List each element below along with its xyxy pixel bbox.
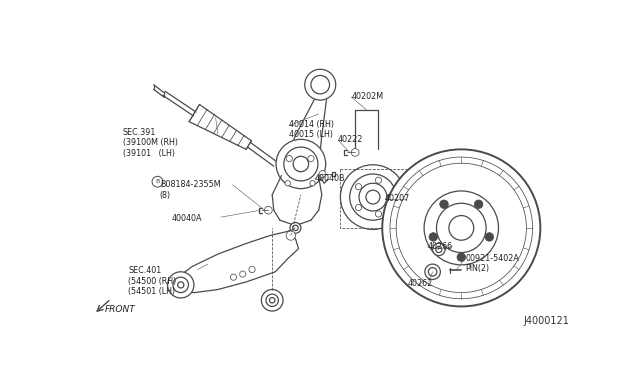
Circle shape <box>440 200 448 208</box>
Text: 40040B: 40040B <box>315 174 346 183</box>
Circle shape <box>340 165 406 230</box>
Circle shape <box>292 225 298 231</box>
Circle shape <box>349 174 396 220</box>
Circle shape <box>173 277 189 293</box>
Circle shape <box>436 246 442 253</box>
Circle shape <box>308 155 314 162</box>
Circle shape <box>424 191 499 265</box>
Text: B08184-2355M
(8): B08184-2355M (8) <box>160 180 220 199</box>
Circle shape <box>375 177 381 183</box>
Text: 40014 (RH)
40015 (LH): 40014 (RH) 40015 (LH) <box>289 120 334 140</box>
Circle shape <box>375 211 381 217</box>
Circle shape <box>388 194 394 200</box>
Circle shape <box>366 190 380 204</box>
Text: 00921-5402A
PIN(2): 00921-5402A PIN(2) <box>465 254 519 273</box>
Circle shape <box>359 183 387 211</box>
Circle shape <box>310 180 316 186</box>
Circle shape <box>351 148 359 156</box>
Circle shape <box>286 155 292 162</box>
Circle shape <box>285 180 291 186</box>
Circle shape <box>390 157 532 299</box>
Text: J4000121: J4000121 <box>524 316 570 326</box>
Circle shape <box>429 233 438 241</box>
Circle shape <box>311 76 330 94</box>
Text: 40202M: 40202M <box>351 92 383 102</box>
Circle shape <box>355 184 362 190</box>
Circle shape <box>425 264 440 279</box>
Text: 40222: 40222 <box>338 135 364 144</box>
Text: 40266: 40266 <box>428 242 453 251</box>
Circle shape <box>428 267 437 276</box>
Circle shape <box>436 203 486 253</box>
Circle shape <box>457 253 465 262</box>
Circle shape <box>264 206 272 214</box>
Circle shape <box>152 176 163 187</box>
Circle shape <box>178 282 184 288</box>
Circle shape <box>305 69 336 100</box>
Circle shape <box>230 274 237 280</box>
Circle shape <box>269 298 275 303</box>
Circle shape <box>396 163 526 293</box>
Circle shape <box>290 222 301 233</box>
Circle shape <box>485 233 493 241</box>
Text: 40207: 40207 <box>385 194 410 203</box>
Circle shape <box>249 266 255 273</box>
Circle shape <box>433 243 445 256</box>
Circle shape <box>355 205 362 211</box>
Circle shape <box>293 156 308 172</box>
Circle shape <box>261 289 283 311</box>
Text: SEC.391
(39100M (RH)
(39101   (LH): SEC.391 (39100M (RH) (39101 (LH) <box>123 128 178 158</box>
Circle shape <box>266 294 278 307</box>
Circle shape <box>382 150 540 307</box>
Text: 40040A: 40040A <box>172 214 202 223</box>
Text: FRONT: FRONT <box>105 305 136 314</box>
Circle shape <box>474 200 483 208</box>
Circle shape <box>168 272 194 298</box>
Circle shape <box>449 216 474 240</box>
Circle shape <box>286 231 296 240</box>
Circle shape <box>239 271 246 277</box>
Circle shape <box>319 170 326 177</box>
Text: 40262: 40262 <box>408 279 433 289</box>
Text: B: B <box>156 179 159 184</box>
Text: SEC.401
(54500 (RH)
(54501 (LH): SEC.401 (54500 (RH) (54501 (LH) <box>128 266 176 296</box>
Circle shape <box>284 147 318 181</box>
Circle shape <box>276 140 326 189</box>
